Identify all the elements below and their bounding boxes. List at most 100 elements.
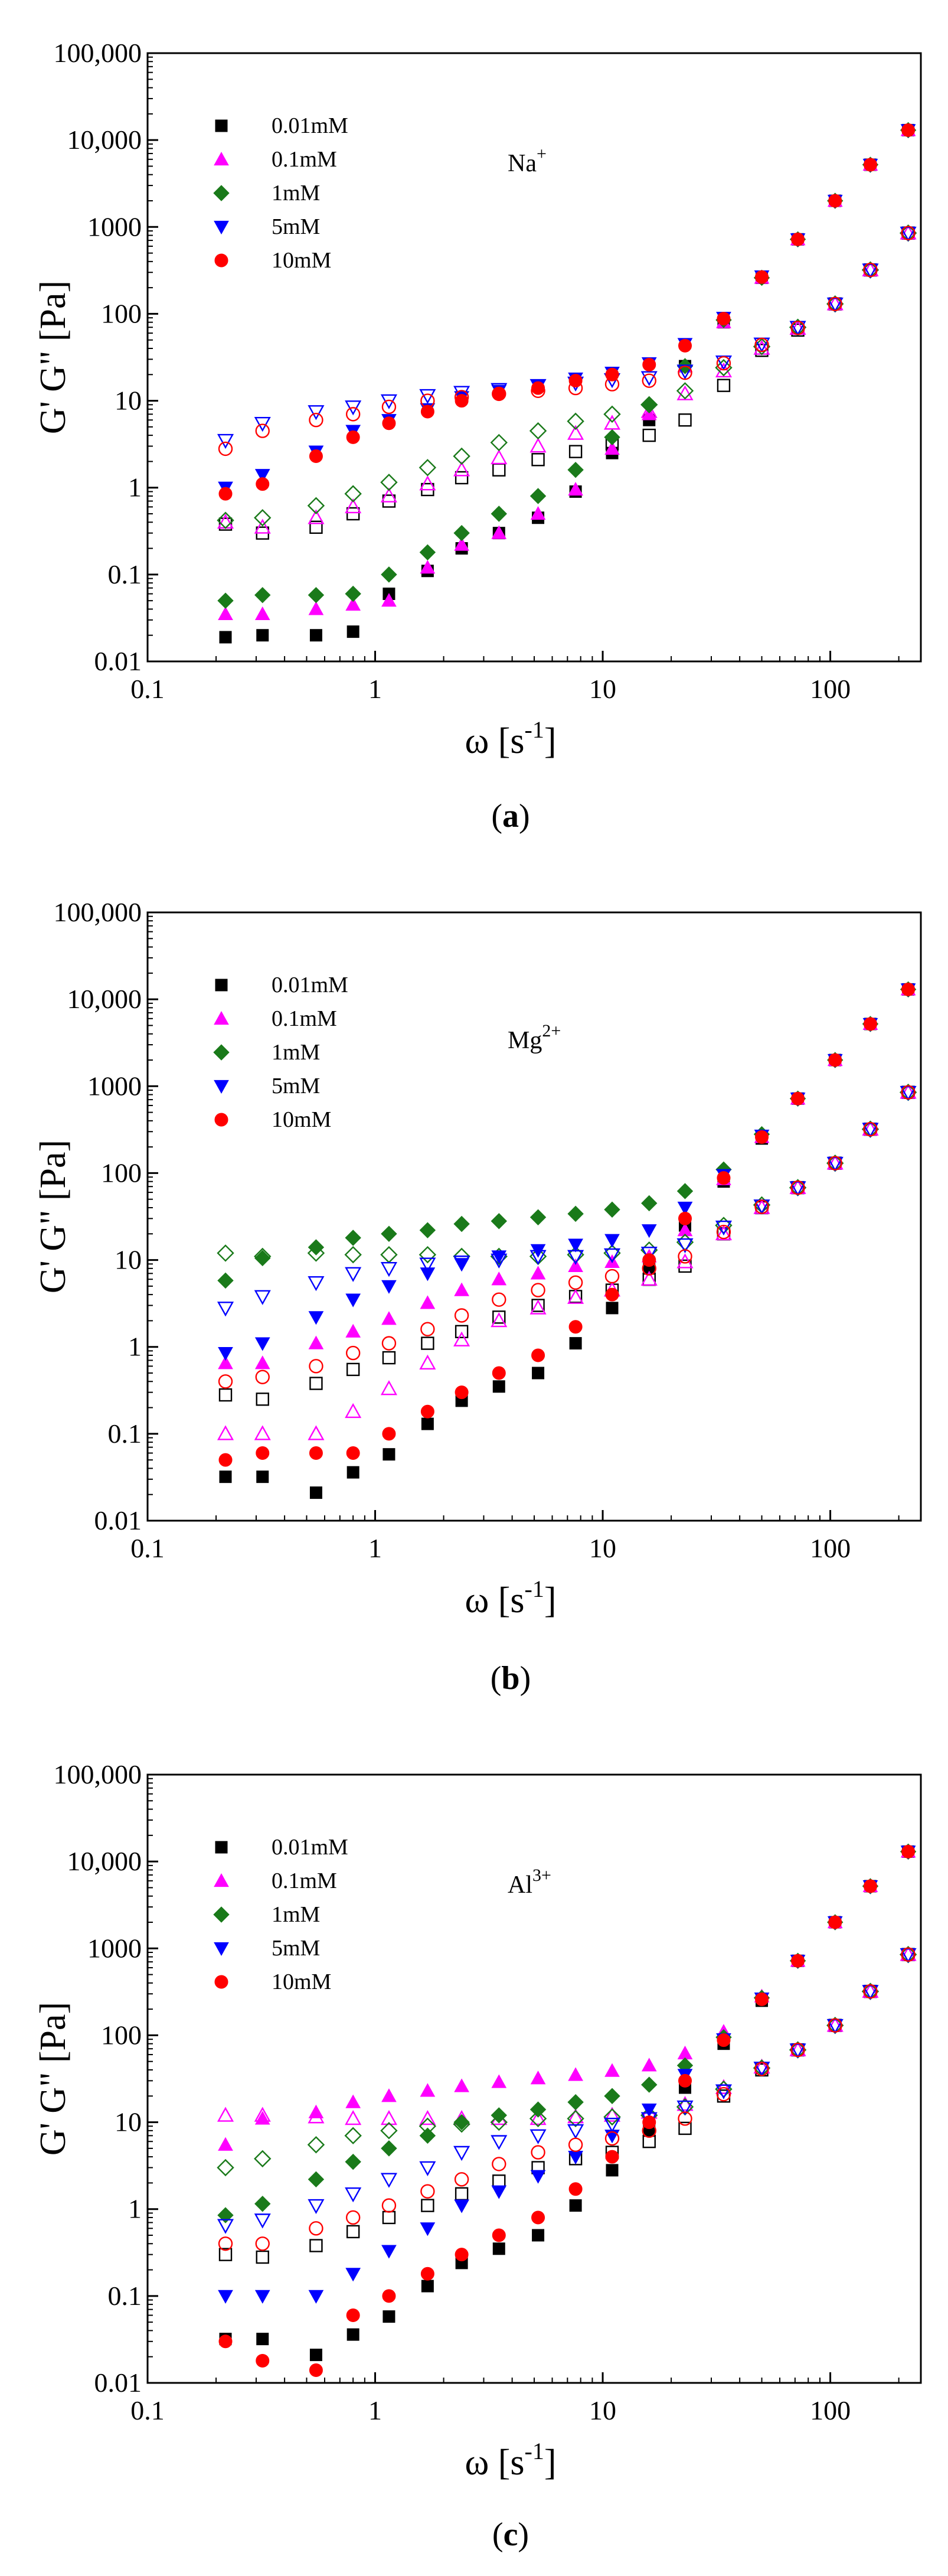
data-point-Gp — [420, 1404, 434, 1419]
data-point-Gp — [308, 2171, 325, 2188]
x-axis-label-superscript: -1 — [525, 716, 544, 743]
data-point-Gp — [717, 2033, 731, 2047]
data-point-Gp — [755, 1992, 769, 2006]
legend-marker — [215, 1841, 228, 1854]
data-point-Gpp — [454, 2172, 469, 2187]
data-point-Gpp — [309, 413, 323, 428]
data-point-Gpp — [604, 1269, 620, 1284]
data-point-Gpp — [568, 2137, 583, 2152]
ion-charge: 3+ — [532, 1866, 551, 1885]
data-point-Gp — [217, 592, 234, 609]
ion-annotation: Na+ — [508, 144, 547, 177]
data-point-Gp — [381, 1311, 397, 1325]
data-point-Gpp — [308, 405, 325, 420]
legend-marker — [214, 151, 229, 166]
data-point-Gp — [492, 2228, 506, 2242]
data-point-Gp — [531, 1348, 545, 1362]
x-tick-label: 0.1 — [130, 2395, 165, 2425]
data-point-Gp — [309, 1486, 322, 1499]
data-point-Gpp — [217, 1302, 234, 1317]
data-point-Gp — [491, 1213, 507, 1230]
data-point-Gp — [383, 2310, 395, 2323]
data-point-Gp — [218, 2290, 233, 2304]
data-point-Gp — [218, 487, 233, 501]
data-point-Gp — [256, 1470, 269, 1483]
data-point-Gpp — [421, 2199, 434, 2212]
data-point-Gp — [642, 1253, 656, 1267]
data-point-Gpp — [604, 2131, 620, 2146]
y-tick-label: 0.1 — [108, 2281, 142, 2311]
data-point-Gpp — [715, 2084, 732, 2099]
data-point-Gp — [454, 537, 469, 551]
data-point-Gp — [420, 1295, 436, 1309]
x-tick-label: 1 — [368, 674, 382, 704]
data-point-Gpp — [419, 1245, 437, 1264]
data-point-Gp — [569, 2199, 582, 2212]
legend-entry: 0.01mM — [272, 113, 348, 138]
data-point-Gp — [219, 631, 232, 644]
data-point-Gp — [530, 1266, 546, 1280]
data-point-Gp — [529, 1209, 547, 1225]
data-point-Gp — [309, 449, 323, 463]
y-tick-label: 100 — [101, 298, 142, 328]
data-point-Gpp — [308, 1425, 325, 1440]
data-point-Gpp — [309, 2239, 323, 2252]
data-point-Gpp — [715, 2079, 732, 2094]
data-point-Gpp — [492, 2157, 506, 2171]
data-point-Gpp — [419, 475, 436, 491]
data-point-Gpp — [309, 1359, 323, 1374]
data-point-Gpp — [256, 1393, 269, 1406]
data-point-Gpp — [345, 2187, 362, 2203]
data-point-Gp — [491, 1250, 507, 1264]
data-point-Gp — [491, 525, 507, 539]
x-tick-label: 1 — [368, 2395, 382, 2425]
data-point-Gp — [568, 481, 583, 496]
data-point-Gpp — [309, 1377, 323, 1390]
series-0.01mM — [218, 123, 915, 644]
legend-marker — [214, 253, 228, 268]
data-point-Gp — [346, 625, 359, 638]
y-tick-label: 1 — [128, 2194, 142, 2224]
data-point-Gp — [256, 2333, 269, 2346]
data-point-Gp — [568, 1258, 583, 1273]
data-point-Gp — [678, 338, 692, 353]
data-point-Gpp — [900, 1948, 917, 1964]
data-point-Gpp — [419, 2161, 436, 2176]
legend-marker — [215, 119, 228, 132]
data-point-Gp — [454, 1282, 469, 1296]
data-point-Gpp — [531, 453, 545, 467]
legend-entry: 0.1mM — [272, 1869, 337, 1893]
ion-symbol: Mg — [508, 1027, 542, 1054]
data-point-Gp — [491, 2074, 507, 2088]
caption-letter: a — [502, 798, 519, 834]
x-axis-label-superscript: -1 — [525, 1576, 544, 1602]
data-point-Gpp — [603, 2107, 621, 2122]
y-tick-label: 0.01 — [94, 1505, 142, 1535]
data-point-Gpp — [826, 297, 844, 313]
legend-marker — [214, 1942, 229, 1957]
data-point-Gpp — [345, 1267, 362, 1282]
data-point-Gpp — [678, 1249, 692, 1264]
data-point-Gp — [309, 2363, 323, 2377]
panel-caption: (b) — [491, 1660, 531, 1697]
data-point-Gpp — [217, 2107, 234, 2122]
data-point-Gp — [345, 1323, 361, 1338]
data-point-Gpp — [863, 1121, 878, 1137]
data-point-Gpp — [307, 497, 325, 514]
data-point-Gpp — [218, 1374, 233, 1389]
data-point-Gp — [606, 1302, 619, 1315]
data-point-Gpp — [254, 2213, 271, 2229]
data-point-Gp — [382, 416, 396, 431]
data-point-Gpp — [717, 379, 731, 392]
data-point-Gpp — [454, 1308, 469, 1323]
data-point-Gpp — [678, 413, 692, 427]
data-point-Gp — [454, 1258, 469, 1272]
legend-marker — [214, 1113, 228, 1127]
data-point-Gpp — [381, 399, 397, 415]
data-point-Gp — [791, 1954, 805, 1968]
data-point-Gp — [532, 2229, 545, 2242]
data-point-Gpp — [715, 362, 732, 377]
data-point-Gpp — [826, 2019, 844, 2034]
data-point-Gpp — [217, 1425, 234, 1440]
data-point-Gp — [491, 1271, 507, 1286]
